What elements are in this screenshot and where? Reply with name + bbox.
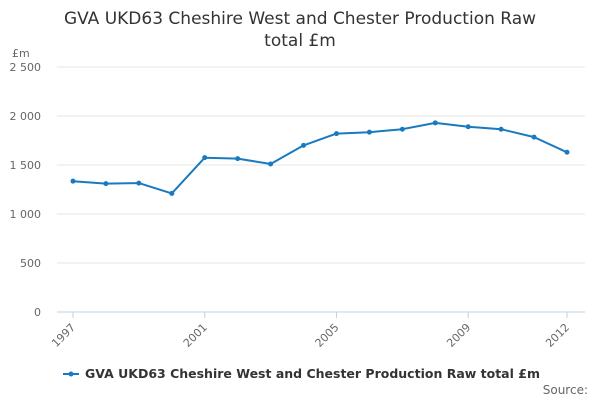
gridlines	[57, 66, 585, 264]
y-tick-label: 500	[20, 257, 41, 270]
data-point[interactable]	[202, 155, 208, 161]
data-point[interactable]	[531, 134, 537, 140]
data-point[interactable]	[432, 120, 438, 126]
data-point[interactable]	[103, 181, 109, 187]
y-tick-label: 2 500	[10, 61, 42, 74]
data-point[interactable]	[70, 178, 76, 184]
legend-swatch-marker	[68, 371, 74, 377]
data-point[interactable]	[169, 190, 175, 196]
x-tick-label: 2009	[444, 321, 473, 350]
y-tick-label: 2 000	[10, 110, 42, 123]
y-axis-ticks: 0 500 1 000 1 500 2 000 2 500	[10, 61, 42, 319]
legend-label[interactable]: GVA UKD63 Cheshire West and Chester Prod…	[85, 366, 540, 381]
data-point[interactable]	[366, 129, 372, 135]
source-label: Source:	[543, 383, 588, 397]
data-point[interactable]	[235, 156, 241, 162]
data-point[interactable]	[301, 142, 307, 148]
legend[interactable]: GVA UKD63 Cheshire West and Chester Prod…	[63, 366, 540, 381]
x-tick-label: 1997	[49, 321, 78, 350]
data-point[interactable]	[333, 131, 339, 137]
data-point[interactable]	[498, 126, 504, 132]
data-point[interactable]	[465, 124, 471, 130]
chart-title-line-2: total £m	[264, 31, 336, 51]
x-tick-label: 2005	[313, 321, 342, 350]
x-tick-label: 2001	[181, 321, 210, 350]
x-axis-ticks: 1997 2001 2005 2009 2012	[49, 312, 572, 350]
x-tick-label: 2012	[543, 321, 572, 350]
y-axis-unit-label: £m	[12, 47, 30, 60]
series-line	[72, 121, 568, 195]
data-point[interactable]	[399, 126, 405, 132]
chart-title-line-1: GVA UKD63 Cheshire West and Chester Prod…	[64, 9, 536, 29]
data-point[interactable]	[268, 161, 274, 167]
data-point[interactable]	[136, 180, 142, 186]
y-tick-label: 1 000	[10, 208, 42, 221]
series-layer	[70, 120, 570, 196]
y-tick-label: 1 500	[10, 159, 42, 172]
y-tick-label: 0	[34, 306, 41, 319]
data-point[interactable]	[564, 149, 570, 155]
